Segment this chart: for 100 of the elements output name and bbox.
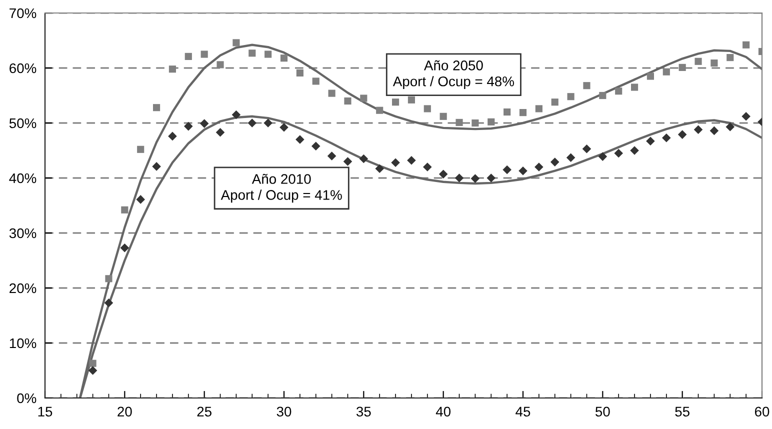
point — [550, 158, 560, 166]
point — [630, 146, 639, 155]
point — [710, 60, 718, 67]
x-tick-label: 20 — [118, 406, 132, 417]
y-tick-label: 70% — [10, 8, 36, 18]
point — [615, 88, 622, 95]
point — [264, 50, 272, 58]
point — [470, 174, 480, 183]
x-tick-label: 40 — [436, 406, 451, 417]
point — [630, 84, 638, 91]
point — [486, 174, 496, 182]
point — [456, 118, 463, 126]
point — [440, 112, 447, 120]
point — [152, 104, 160, 112]
point — [184, 52, 192, 60]
x-tick-label: 30 — [276, 406, 292, 417]
point — [599, 92, 606, 100]
point — [598, 152, 608, 161]
point — [104, 298, 114, 308]
point — [105, 275, 112, 282]
point — [694, 58, 702, 65]
point — [375, 164, 384, 174]
point — [152, 162, 161, 171]
point — [662, 133, 671, 142]
point — [232, 110, 241, 120]
point — [582, 144, 592, 154]
point — [121, 206, 128, 214]
point — [328, 90, 336, 97]
point — [726, 54, 734, 62]
point — [168, 132, 177, 141]
point — [392, 98, 400, 106]
point — [438, 170, 448, 179]
point — [407, 156, 416, 165]
point — [662, 68, 670, 76]
x-tick-label: 25 — [197, 406, 212, 417]
point — [232, 39, 240, 46]
point — [678, 64, 686, 71]
point — [566, 153, 576, 162]
point — [360, 94, 368, 102]
point — [423, 162, 432, 172]
point — [120, 243, 130, 252]
point — [742, 112, 750, 121]
y-tick-label: 0% — [17, 393, 36, 404]
point — [376, 106, 384, 114]
point — [280, 123, 288, 132]
point — [136, 195, 145, 204]
point — [678, 130, 687, 139]
y-tick-label: 40% — [9, 173, 36, 184]
point — [391, 158, 400, 167]
point — [535, 105, 542, 112]
point — [646, 72, 654, 80]
point — [726, 122, 735, 132]
point — [248, 50, 256, 57]
point — [518, 166, 528, 176]
point — [89, 360, 96, 367]
point — [248, 118, 257, 128]
y-tick-label: 30% — [9, 228, 36, 238]
point — [694, 125, 703, 134]
annotation: Año 2050 Aport / Ocup = 48% — [392, 60, 514, 90]
point — [200, 50, 208, 58]
point — [344, 97, 352, 105]
point — [264, 118, 272, 128]
x-tick-label: 15 — [38, 406, 52, 417]
point — [184, 122, 193, 131]
point — [137, 146, 144, 153]
point — [359, 154, 368, 164]
point — [502, 165, 512, 174]
point — [200, 119, 209, 128]
x-tick-label: 60 — [754, 406, 770, 417]
point — [280, 54, 288, 62]
y-tick-label: 10% — [10, 338, 36, 348]
point — [296, 69, 304, 76]
point — [742, 41, 750, 48]
point — [408, 96, 416, 104]
x-tick-label: 55 — [675, 406, 690, 417]
point — [488, 118, 495, 126]
point — [296, 135, 304, 144]
point — [534, 162, 544, 172]
point — [343, 157, 352, 166]
x-tick-label: 35 — [356, 406, 371, 417]
y-tick-label: 50% — [9, 118, 36, 128]
x-tick-label: 50 — [596, 406, 610, 417]
annotation: Año 2010 Aport / Ocup = 41% — [220, 174, 342, 203]
point — [327, 152, 336, 160]
point — [567, 93, 574, 100]
point — [519, 109, 527, 116]
x-tick-label: 45 — [516, 406, 530, 417]
point — [424, 105, 431, 112]
y-tick-label: 60% — [10, 63, 36, 74]
point — [216, 128, 225, 137]
y-tick-label: 20% — [10, 283, 36, 294]
point — [614, 148, 623, 158]
point — [216, 61, 224, 68]
point — [311, 142, 320, 150]
point — [551, 98, 558, 106]
point — [312, 78, 320, 85]
point — [88, 366, 98, 375]
point — [168, 66, 176, 73]
point — [583, 82, 590, 90]
point — [646, 136, 655, 146]
